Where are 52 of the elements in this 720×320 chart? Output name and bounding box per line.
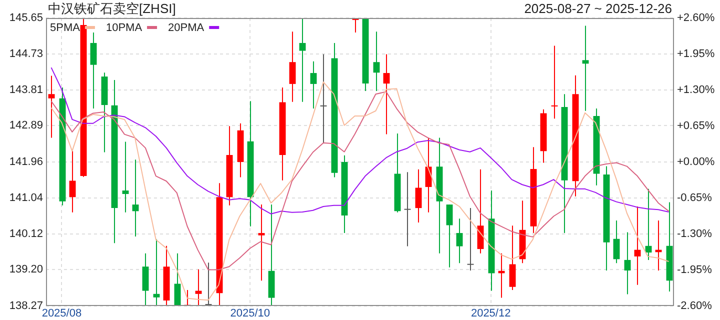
y2-tick-label: +1.30% bbox=[677, 84, 715, 96]
candlestick bbox=[582, 25, 589, 112]
y2-tick-label: -2.60% bbox=[677, 300, 712, 312]
y2-tick-label: +0.65% bbox=[677, 120, 715, 132]
candlestick bbox=[90, 32, 97, 110]
candlestick bbox=[634, 206, 641, 286]
y-tick-label: 144.73 bbox=[9, 48, 43, 60]
y2-tick-label: -1.95% bbox=[677, 264, 712, 276]
candlestick bbox=[509, 225, 516, 290]
candlestick bbox=[645, 188, 652, 260]
candlestick bbox=[69, 150, 76, 213]
candlestick bbox=[415, 168, 422, 223]
candlestick bbox=[320, 54, 327, 144]
candlestick bbox=[48, 75, 55, 138]
candlestick bbox=[122, 141, 129, 213]
x-tick-label: 2025/08 bbox=[42, 308, 82, 320]
candlestick bbox=[624, 232, 631, 295]
candlestick bbox=[446, 204, 453, 268]
y2-tick-label: +2.60% bbox=[677, 12, 715, 24]
candlestick bbox=[383, 54, 390, 135]
x-tick-label: 2025/10 bbox=[230, 308, 270, 320]
y-tick-label: 143.81 bbox=[9, 84, 43, 96]
candlestick bbox=[310, 60, 317, 110]
chart-title: 中汉铁矿石卖空[ZHSI] bbox=[48, 1, 176, 16]
candlestick bbox=[456, 218, 463, 264]
legend-label: 10PMA bbox=[106, 22, 143, 34]
candlestick bbox=[258, 204, 265, 282]
candlestick bbox=[613, 220, 620, 264]
candlestick bbox=[205, 262, 212, 306]
y-tick-label: 142.89 bbox=[9, 120, 43, 132]
candlestick bbox=[467, 208, 474, 271]
y2-tick-label: +1.95% bbox=[677, 48, 715, 60]
x-tick-label: 2025/12 bbox=[470, 308, 511, 320]
y-tick-label: 140.12 bbox=[9, 228, 43, 240]
candlestick bbox=[153, 238, 160, 306]
legend-label: 5PMA bbox=[50, 22, 81, 34]
y-tick-label: 138.27 bbox=[9, 300, 43, 312]
candlestick bbox=[551, 45, 558, 120]
y2-tick-label: +0.00% bbox=[677, 156, 715, 168]
y-tick-label: 141.96 bbox=[9, 156, 43, 168]
chart-subtitle: 2025-08-27 ~ 2025-12-26 bbox=[524, 1, 672, 16]
y2-tick-label: -0.65% bbox=[677, 192, 712, 204]
candlestick bbox=[132, 159, 139, 238]
candlestick bbox=[299, 18, 306, 102]
candlestick bbox=[373, 31, 380, 92]
candlestick bbox=[404, 172, 411, 247]
legend-label: 20PMA bbox=[168, 22, 205, 34]
y-tick-label: 141.04 bbox=[9, 192, 43, 204]
y2-tick-label: -1.30% bbox=[677, 228, 712, 240]
candlestick bbox=[289, 31, 296, 102]
y-tick-label: 145.65 bbox=[9, 12, 43, 24]
y-tick-label: 139.20 bbox=[9, 264, 43, 276]
